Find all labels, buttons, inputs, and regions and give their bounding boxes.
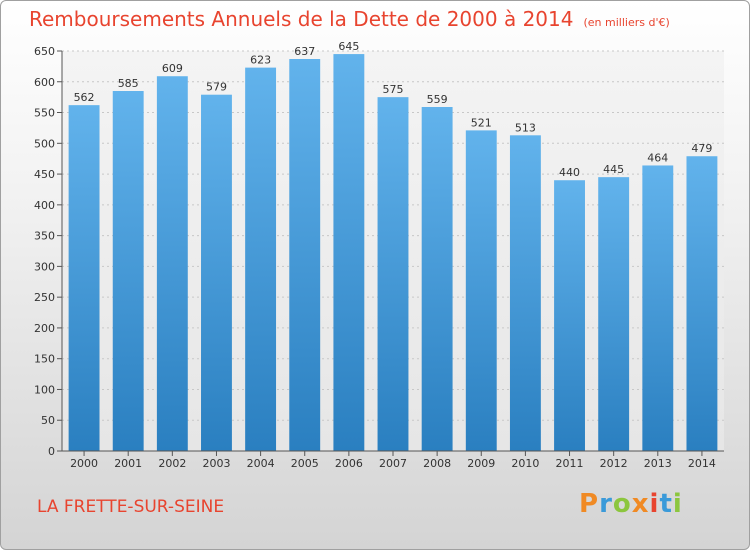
proxiti-logo: Proxiti [579, 489, 683, 519]
bar-2001 [112, 91, 144, 451]
data-label: 562 [74, 91, 95, 104]
x-tick-label: 2012 [600, 457, 628, 470]
bar-2012 [598, 177, 630, 451]
x-tick-label: 2006 [335, 457, 363, 470]
x-tick-label: 2000 [70, 457, 98, 470]
y-tick-label: 600 [34, 76, 55, 89]
data-label: 445 [603, 163, 624, 176]
data-label: 559 [427, 93, 448, 106]
x-tick-label: 2009 [467, 457, 495, 470]
y-tick-label: 450 [34, 168, 55, 181]
title-text: Remboursements Annuels de la Dette de 20… [29, 7, 574, 31]
y-tick-label: 400 [34, 199, 55, 212]
data-label: 575 [383, 83, 404, 96]
logo-letter: t [659, 489, 673, 519]
bar-2004 [245, 67, 277, 451]
data-label: 521 [471, 116, 492, 129]
bar-2002 [156, 76, 188, 451]
y-tick-label: 50 [41, 414, 55, 427]
x-tick-label: 2013 [644, 457, 672, 470]
data-labels: 562 585 609 579 623 637 645 575 559 521 513 440 445 4… [74, 40, 713, 179]
y-tick-label: 350 [34, 230, 55, 243]
data-label: 637 [294, 45, 315, 58]
x-axis: 2000 2001 2002 2003 2004 2005 2006 2007 2008 2009… [62, 450, 724, 470]
y-tick-label: 300 [34, 260, 55, 273]
data-label: 623 [250, 54, 271, 67]
data-label: 513 [515, 121, 536, 134]
bar-2013 [642, 165, 674, 451]
logo-letter: P [579, 489, 600, 519]
x-tick-label: 2011 [556, 457, 584, 470]
x-tick-label: 2005 [291, 457, 319, 470]
data-label: 440 [559, 166, 580, 179]
data-label: 464 [647, 151, 668, 164]
bar-2011 [554, 180, 585, 451]
y-tick-label: 500 [34, 137, 55, 150]
bar-2014 [686, 156, 718, 451]
logo-letter: x [631, 489, 650, 519]
logo-letter: o [612, 489, 632, 519]
data-label: 645 [338, 40, 359, 53]
bar-2000 [68, 105, 100, 452]
y-tick-label: 250 [34, 291, 55, 304]
x-tick-label: 2004 [247, 457, 275, 470]
y-tick-label: 0 [48, 445, 55, 458]
x-tick-label: 2001 [114, 457, 142, 470]
logo-letter: r [599, 489, 613, 519]
bar-2009 [465, 130, 497, 451]
y-tick-label: 150 [34, 353, 55, 366]
x-tick-label: 2003 [202, 457, 230, 470]
data-label: 585 [118, 77, 139, 90]
x-tick-label: 2007 [379, 457, 407, 470]
logo-letter: i [649, 489, 660, 519]
bar-2003 [201, 94, 232, 451]
y-tick-label: 650 [34, 45, 55, 58]
data-label: 609 [162, 62, 183, 75]
y-tick-label: 550 [34, 107, 55, 120]
bar-2005 [289, 59, 321, 451]
bar-2010 [509, 135, 541, 452]
bar-2008 [421, 107, 453, 451]
x-tick-label: 2002 [158, 457, 186, 470]
bar-2006 [333, 54, 365, 451]
data-label: 479 [691, 142, 712, 155]
data-label: 579 [206, 81, 227, 94]
bar-2007 [377, 97, 409, 452]
x-tick-label: 2014 [688, 457, 716, 470]
x-tick-label: 2008 [423, 457, 451, 470]
x-tick-label: 2010 [511, 457, 539, 470]
bars [68, 54, 718, 452]
y-tick-label: 100 [34, 383, 55, 396]
chart-title: Remboursements Annuels de la Dette de 20… [29, 7, 670, 31]
city-name: LA FRETTE-SUR-SEINE [37, 497, 225, 517]
chart-subtitle: (en milliers d'€) [583, 16, 670, 29]
y-tick-label: 200 [34, 322, 55, 335]
y-axis: 0 50 100 150 200 250 300 350 400 450 500 550 600 650 [34, 45, 63, 458]
logo-letter: i [672, 489, 683, 519]
